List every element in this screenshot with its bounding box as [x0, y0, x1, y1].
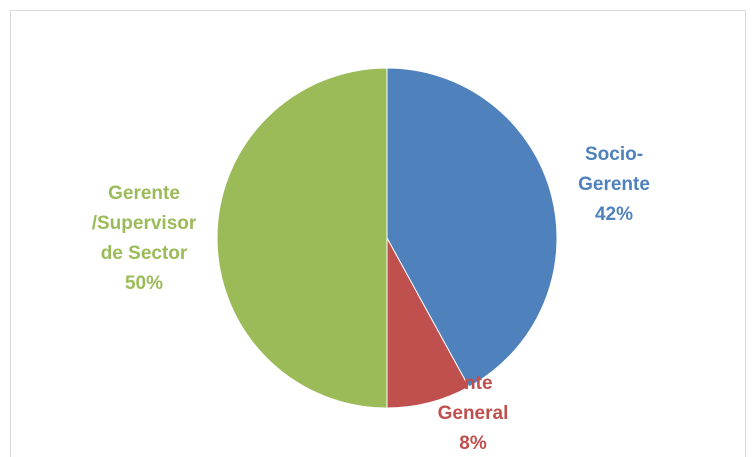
pie-slice-2: [216, 67, 388, 409]
data-label-0-line-1: Gerente: [578, 174, 650, 195]
data-label-0-line-2: 42%: [595, 204, 633, 225]
data-label-2-line-1: /Supervisor: [92, 213, 197, 234]
data-label-1-line-2: 8%: [459, 433, 487, 454]
pie-slice-0: [386, 67, 558, 388]
data-label-2-line-3: 50%: [125, 273, 163, 294]
data-label-2: Gerente/Supervisor de Sector 50%: [92, 183, 197, 294]
data-label-0: Socio- Gerente 42%: [578, 144, 650, 225]
pie-slices: [216, 67, 558, 409]
data-label-1: ente General 8%: [438, 373, 509, 454]
data-label-2-line-2: de Sector: [101, 243, 188, 264]
data-label-2-line-0: Gerente: [108, 183, 180, 204]
data-label-1-line-1: General: [438, 403, 509, 424]
data-label-1-line-0: ente: [453, 373, 492, 394]
pie-data-labels: Socio- Gerente 42% ente General 8% Gerente/Sup…: [92, 144, 650, 454]
data-label-0-line-0: Socio-: [585, 144, 643, 165]
